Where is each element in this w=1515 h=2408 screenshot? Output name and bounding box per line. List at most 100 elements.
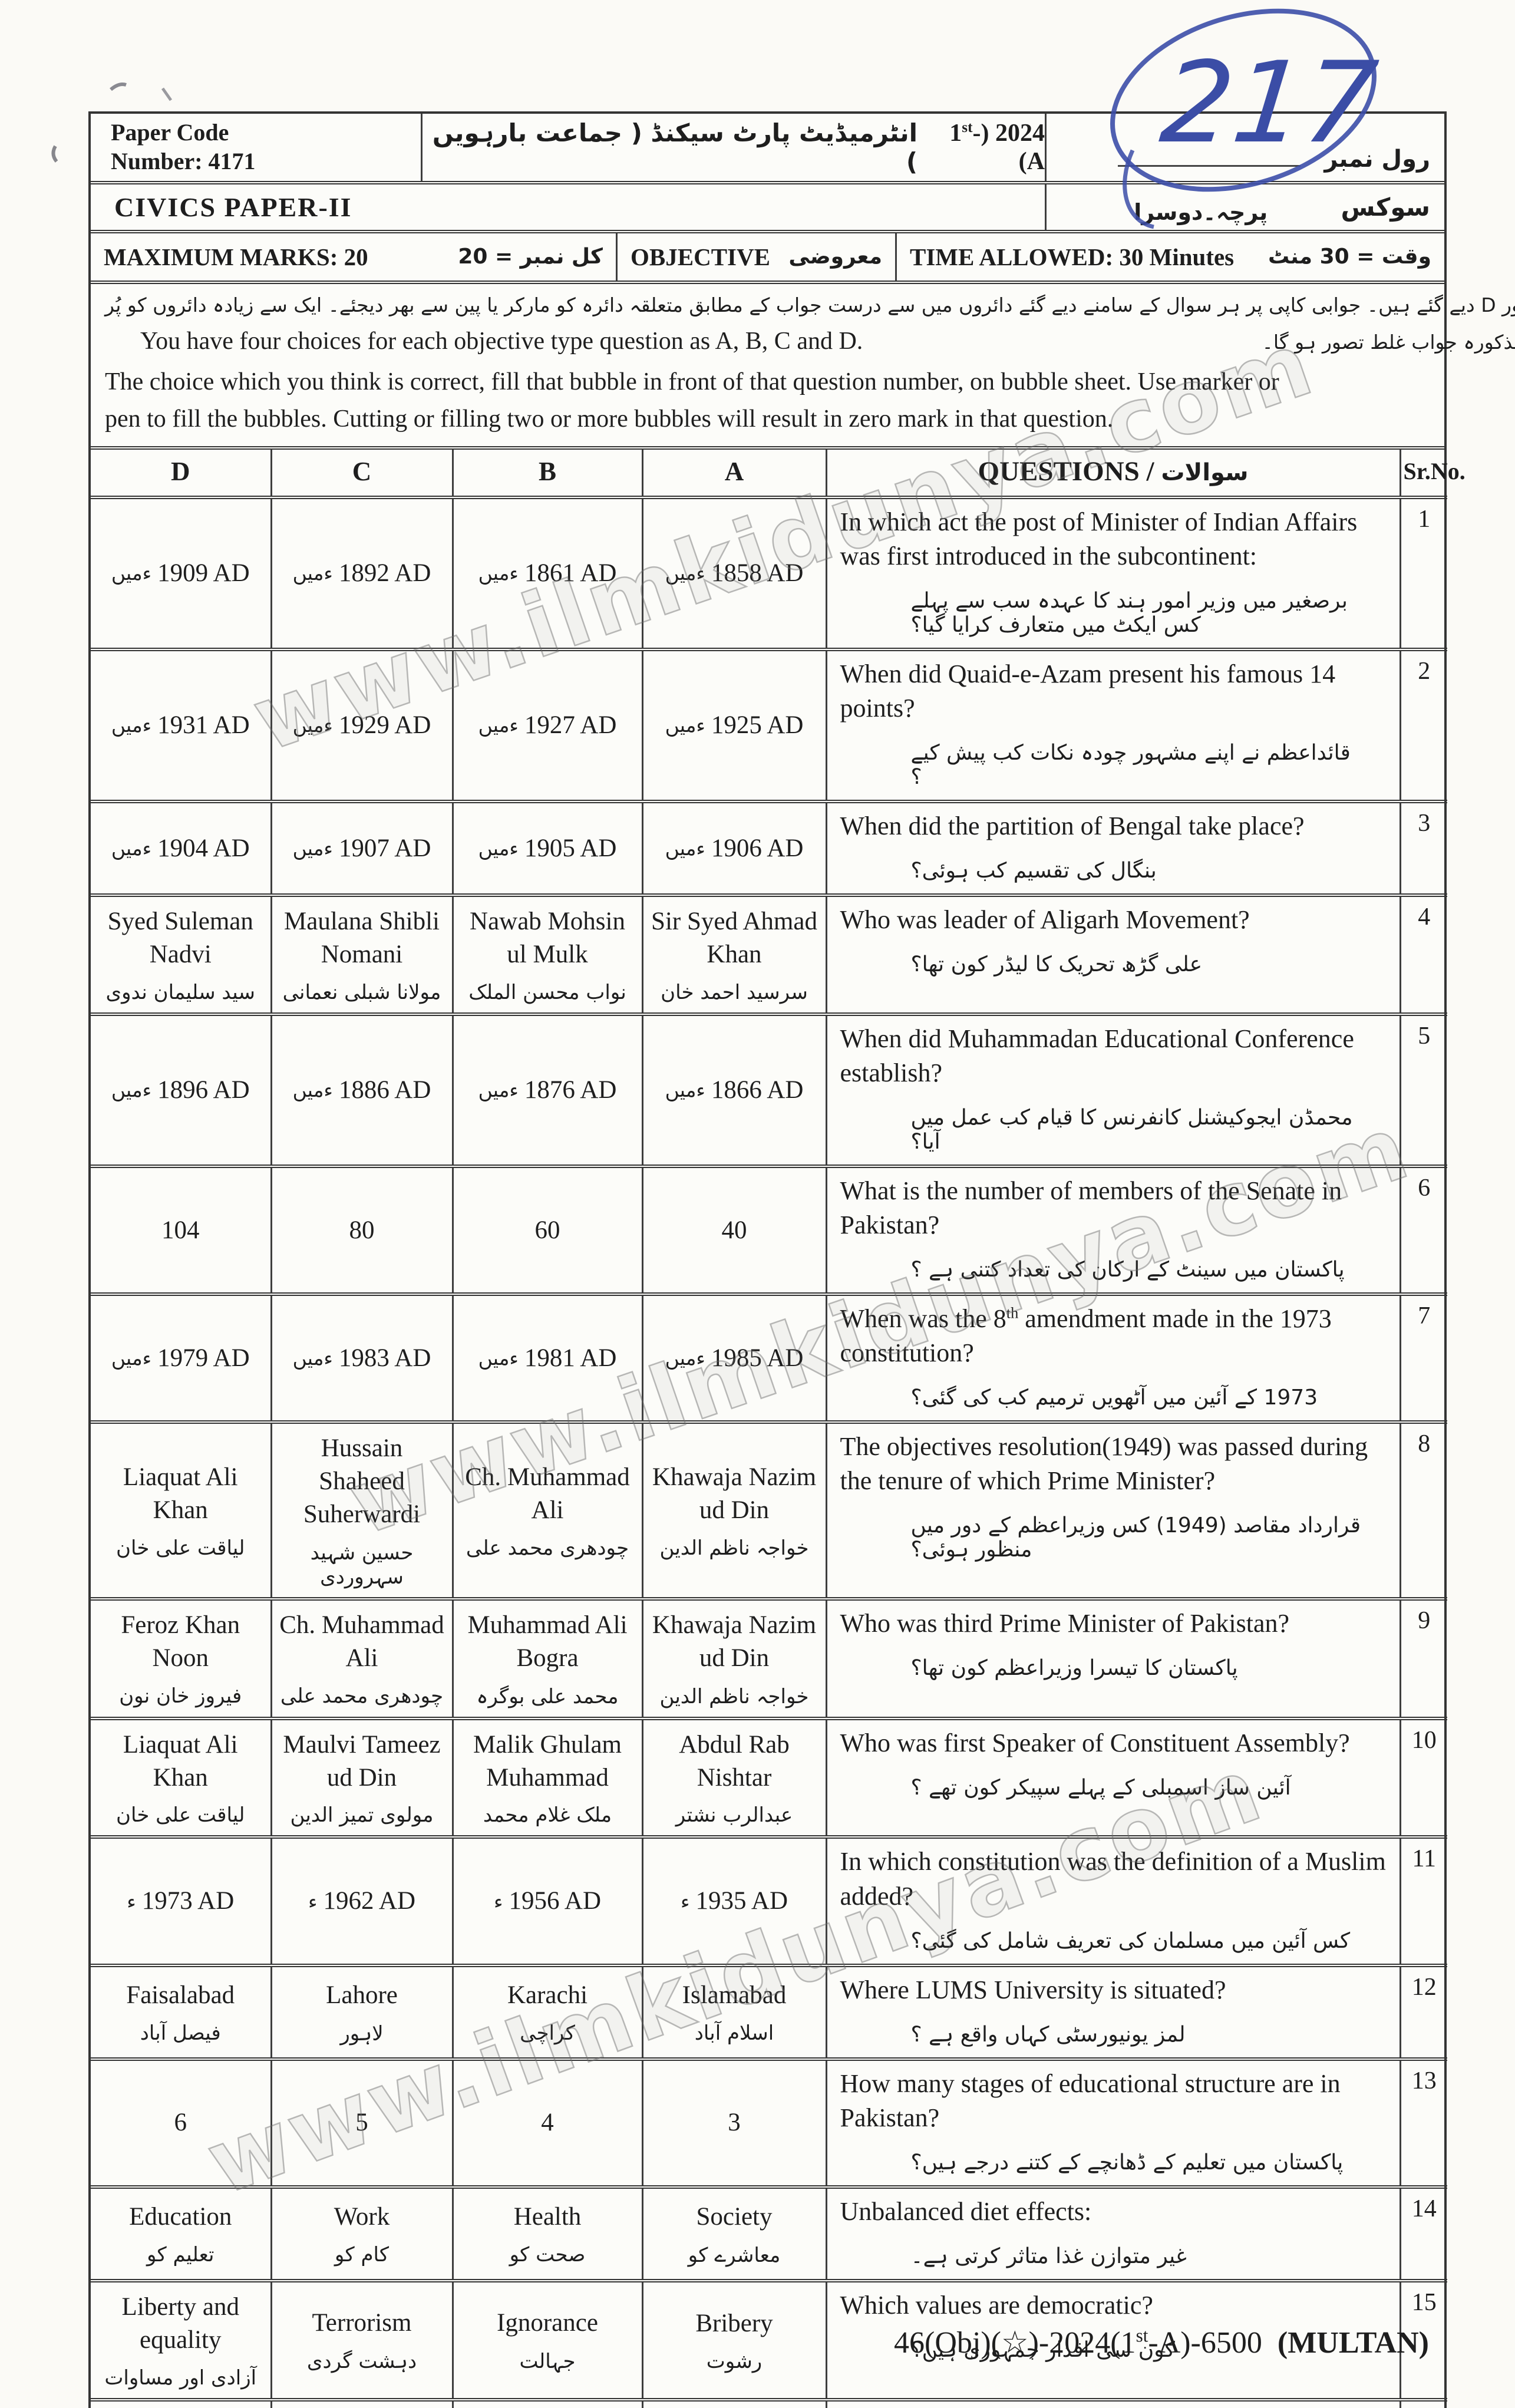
option-c-cell[interactable]: ءمیں 1886 AD [270,1014,453,1166]
option-a-cell[interactable]: اسلام آباد Islamabad [641,1965,826,2059]
option-a-cell[interactable]: ءمیں 1985 AD [641,1294,826,1423]
paper-code-number: Number: 4171 [111,147,256,174]
question-cell: Who was first Speaker of Constituent Ass… [825,1718,1400,1838]
option-b-cell[interactable]: 60 [451,1166,642,1295]
option-a-urdu: سرسید احمد خان [661,980,808,1004]
option-c-text: Terrorism [312,2309,412,2337]
option-a-cell[interactable]: سرسید احمد خان Sir Syed Ahmad Khan [641,895,826,1014]
question-cell: In which constitution was the definition… [825,1837,1400,1965]
serial-number: 13 [1399,2059,1447,2187]
option-d-cell[interactable]: ءمیں 1931 AD [91,649,271,801]
option-b-cell[interactable]: نواب محسن الملک Nawab Mohsin ul Mulk [451,895,642,1014]
option-b-cell[interactable]: جدہJeddah [451,2399,642,2408]
question-row: 6 5 4 3 How many stages of educational s… [91,2059,1447,2187]
option-d-cell[interactable]: ء 1973 AD [91,1837,271,1965]
option-d-cell[interactable]: تعلیم کو Education [91,2187,271,2281]
option-b-urdu: ءمیں [478,1078,519,1102]
option-b-cell[interactable]: ءمیں 1876 AD [451,1014,642,1166]
option-a-text: Islamabad [682,1981,787,2010]
option-d-cell[interactable]: 104 [91,1166,271,1294]
option-b-text: Nawab Mohsin ul Mulk [470,907,625,968]
question-cell: How many stages of educational structure… [825,2059,1400,2187]
option-a-cell[interactable]: خواجہ ناظم الدین Khawaja Nazim ud Din [641,1422,826,1599]
option-d-text: Faisalabad [126,1981,235,2010]
option-d-text: Liberty and equality [121,2292,239,2354]
option-d-cell[interactable]: ءمیں 1979 AD [91,1294,271,1422]
option-c-cell[interactable]: مولانا شبلی نعمانی Maulana Shibli Nomani [270,895,453,1014]
option-c-cell[interactable]: ءمیں 1892 AD [270,497,453,649]
option-b-cell[interactable]: ءمیں 1927 AD [451,649,642,801]
option-a-cell[interactable]: ءمیں 1906 AD [641,801,826,895]
option-c-cell[interactable]: 80 [270,1166,453,1295]
option-c-cell[interactable]: کام کو Work [270,2186,453,2281]
question-text-en: In which constitution was the definition… [840,1847,1386,1911]
option-a-cell[interactable]: رباطRabat [641,2399,826,2408]
option-a-cell[interactable]: خواجہ ناظم الدین Khawaja Nazim ud Din [641,1598,826,1718]
option-b-cell[interactable]: محمد علی بوگرہ Muhammad Ali Bogra [451,1598,642,1718]
option-a-cell[interactable]: ءمیں 1858 AD [641,497,826,649]
option-c-cell[interactable]: ءمیں 1983 AD [270,1294,453,1423]
option-a-urdu: خواجہ ناظم الدین [659,1684,809,1708]
question-row: تعلیم کو Education کام کو Work صحت کو Healt… [91,2186,1447,2281]
option-d-cell[interactable]: سید سلیمان ندوی Syed Suleman Nadvi [91,895,271,1014]
option-b-cell[interactable]: چودھری محمد علی Ch. Muhammad Ali [451,1422,642,1599]
option-a-cell[interactable]: ءمیں 1866 AD [641,1014,826,1166]
option-c-cell[interactable]: ءمیں 1907 AD [270,801,453,895]
option-b-urdu: نواب محسن الملک [468,980,626,1004]
option-a-cell[interactable]: ء 1935 AD [641,1837,826,1965]
option-c-cell[interactable]: مولوی تمیز الدین Maulvi Tameez ud Din [270,1718,453,1838]
option-d-cell[interactable]: ءمیں 1904 AD [91,801,271,895]
option-d-cell[interactable]: فیروز خان نون Feroz Khan Noon [91,1599,271,1718]
option-b-cell[interactable]: ملک غلام محمد Malik Ghulam Muhammad [451,1718,642,1838]
option-a-urdu: ءمیں [665,836,705,860]
option-d-cell[interactable]: فیصل آباد Faisalabad [91,1965,271,2059]
instructions-urdu-line1: ہر سوال کے چار ممکنہ جوابات C،B،A اور D … [105,293,1515,316]
option-c-cell[interactable]: 5 [270,2059,453,2187]
option-b-cell[interactable]: کراچی Karachi [451,1965,642,2059]
option-b-cell[interactable]: جہالت Ignorance [451,2280,642,2400]
option-d-urdu: ءمیں [111,714,152,737]
exam-year: 2024 (1st-A) [949,119,1045,175]
serial-number: 1 [1399,497,1447,649]
option-d-cell[interactable]: لیاقت علی خان Liaquat Ali Khan [91,1422,271,1599]
option-a-text: Abdul Rab Nishtar [679,1730,790,1792]
option-b-urdu: ءمیں [478,1347,519,1370]
question-text-en: Who was leader of Aligarh Movement? [840,905,1250,934]
question-text-urdu: پاکستان میں تعلیم کے ڈھانچے کے کتنے درجے… [910,2150,1344,2175]
roll-number-blank[interactable] [1118,149,1301,167]
option-c-cell[interactable]: چودھری محمد علی Ch. Muhammad Ali [270,1598,453,1718]
option-c-cell[interactable]: لاہور Lahore [270,1965,453,2059]
option-d-cell[interactable]: 6 [91,2059,271,2187]
option-a-cell[interactable]: 3 [641,2059,826,2187]
option-b-cell[interactable]: ءمیں 1861 AD [451,497,642,649]
option-d-cell[interactable]: ءمیں 1909 AD [91,497,271,649]
option-b-cell[interactable]: ءمیں 1981 AD [451,1294,642,1423]
subject-urdu: سوکس [1341,192,1430,222]
questions-label: QUESTIONS / [978,456,1154,487]
option-b-urdu: ملک غلام محمد [483,1803,612,1828]
option-d-cell[interactable]: تہرانTehran [91,2400,271,2408]
option-b-cell[interactable]: ءمیں 1905 AD [451,801,642,895]
option-c-cell[interactable]: حسین شہید سہروردی Hussain Shaheed Suherwa… [270,1422,453,1599]
option-c-cell[interactable]: ء 1962 AD [270,1837,453,1965]
option-a-cell[interactable]: رشوت Bribery [641,2280,826,2400]
option-a-cell[interactable]: 40 [641,1166,826,1295]
paper-sheet: Paper Code Number: 4171 2024 (1st-A) انٹ… [88,111,1515,2408]
option-b-cell[interactable]: 4 [451,2059,642,2187]
option-c-cell[interactable]: دہشت گردی Terrorism [270,2280,453,2400]
option-b-text: Health [513,2203,582,2231]
option-d-cell[interactable]: ءمیں 1896 AD [91,1014,271,1166]
option-b-cell[interactable]: صحت کو Health [451,2186,642,2281]
mcq-table: D C B A QUESTIONS / سوالات Sr.No. ءمیں 19… [91,449,1466,2408]
option-a-cell[interactable]: معاشرے کو Society [641,2186,826,2281]
option-c-cell[interactable]: ءمیں 1929 AD [270,649,453,801]
option-b-urdu: ءمیں [478,562,519,585]
option-d-urdu: ءمیں [111,836,152,860]
option-d-urdu: فیصل آباد [140,2021,221,2046]
option-d-cell[interactable]: آزادی اور مساوات Liberty and equality [91,2281,271,2400]
option-d-cell[interactable]: لیاقت علی خان Liaquat Ali Khan [91,1718,271,1838]
option-a-cell[interactable]: ءمیں 1925 AD [641,649,826,801]
option-a-cell[interactable]: عبدالرب نشتر Abdul Rab Nishtar [641,1718,826,1838]
option-b-cell[interactable]: ء 1956 AD [451,1837,642,1965]
